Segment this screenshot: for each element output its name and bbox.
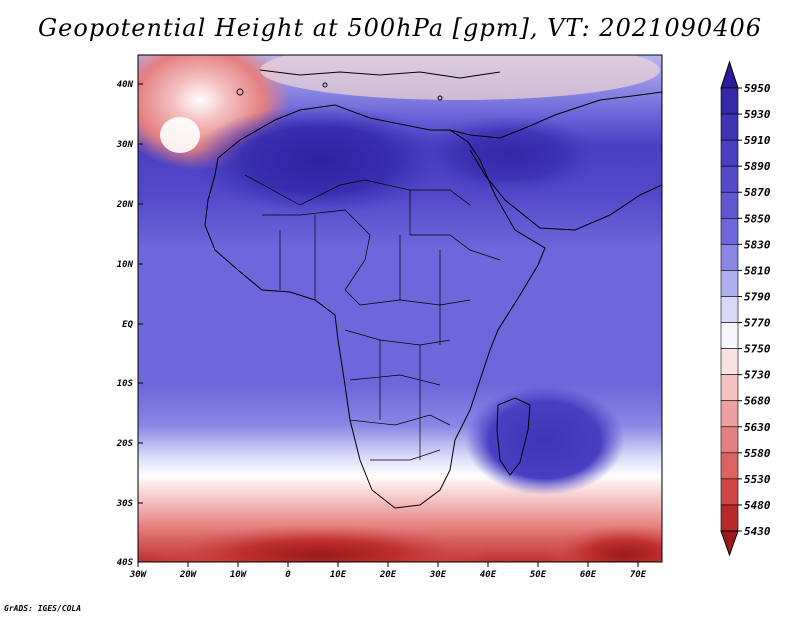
colorbar-swatch xyxy=(720,478,739,506)
lat-label: 40S xyxy=(117,558,134,568)
lat-label: 40N xyxy=(117,80,134,90)
colorbar-arrow-top xyxy=(720,60,739,89)
country-borders xyxy=(244,174,501,461)
colorbar: 5950 5930 5910 5890 5870 5850 5830 5810 5790 5770… xyxy=(720,60,771,557)
colorbar-label: 5830 xyxy=(744,238,771,251)
colorbar-swatch xyxy=(720,165,739,193)
colorbar-swatch xyxy=(720,191,739,219)
lon-axis xyxy=(137,562,639,567)
lon-label: 10E xyxy=(330,570,347,580)
colorbar-swatch xyxy=(720,322,739,349)
lon-label: 70E xyxy=(630,570,647,580)
colorbar-swatch xyxy=(720,348,739,375)
colorbar-swatch xyxy=(720,87,739,115)
coastlines xyxy=(204,69,662,509)
lon-label: 20W xyxy=(179,570,198,580)
colorbar-swatch xyxy=(720,504,739,532)
lon-label: 30W xyxy=(129,570,148,580)
lon-label: 30E xyxy=(429,570,447,580)
lat-label: 20S xyxy=(116,439,134,449)
colorbar-label: 5480 xyxy=(744,499,771,512)
lat-axis xyxy=(138,83,143,563)
lon-label: 10W xyxy=(230,570,248,580)
colorbar-swatch xyxy=(720,217,739,245)
height-field xyxy=(138,55,662,562)
colorbar-swatch xyxy=(720,270,739,297)
colorbar-swatch xyxy=(720,296,739,323)
colorbar-label: 5730 xyxy=(744,369,771,382)
lat-label: 10S xyxy=(117,379,134,389)
lon-label: 20E xyxy=(379,570,397,580)
colorbar-swatch xyxy=(720,374,739,402)
colorbar-arrow-bottom xyxy=(720,530,739,557)
colorbar-label: 5890 xyxy=(744,160,771,173)
lat-label: EQ xyxy=(122,320,133,330)
colorbar-label: 5630 xyxy=(744,421,771,434)
colorbar-swatch xyxy=(720,139,739,167)
lon-label: 50E xyxy=(530,570,547,580)
colorbar-swatch xyxy=(720,452,739,480)
colorbar-swatch xyxy=(720,244,739,271)
map-title: Geopotential Height at 500hPa [gpm], VT:… xyxy=(38,14,762,42)
colorbar-label: 5810 xyxy=(744,264,771,277)
lat-label: 20N xyxy=(116,200,134,210)
colorbar-label: 5750 xyxy=(744,343,771,356)
lon-label: 40E xyxy=(480,570,497,580)
colorbar-label: 5910 xyxy=(744,134,771,147)
colorbar-label: 5580 xyxy=(744,447,771,460)
grads-credit: GrADS: IGES/COLA xyxy=(4,604,82,613)
lon-label: 60E xyxy=(580,570,597,580)
lat-label: 30N xyxy=(116,140,134,150)
colorbar-label: 5790 xyxy=(744,290,771,303)
colorbar-label: 5430 xyxy=(744,525,771,538)
colorbar-label: 5850 xyxy=(744,212,771,225)
lat-label: 10N xyxy=(117,260,134,270)
colorbar-label: 5870 xyxy=(744,186,771,199)
colorbar-label: 5950 xyxy=(744,82,771,95)
colorbar-label: 5770 xyxy=(744,317,771,330)
colorbar-swatch xyxy=(720,426,739,454)
colorbar-label: 5530 xyxy=(744,473,771,486)
lon-label: 0 xyxy=(285,570,291,580)
plot-frame xyxy=(137,54,663,563)
colorbar-label: 5930 xyxy=(744,108,771,121)
lat-label: 30S xyxy=(116,499,134,509)
colorbar-swatch xyxy=(720,400,739,428)
colorbar-label: 5680 xyxy=(744,395,771,408)
colorbar-swatch xyxy=(720,113,739,141)
